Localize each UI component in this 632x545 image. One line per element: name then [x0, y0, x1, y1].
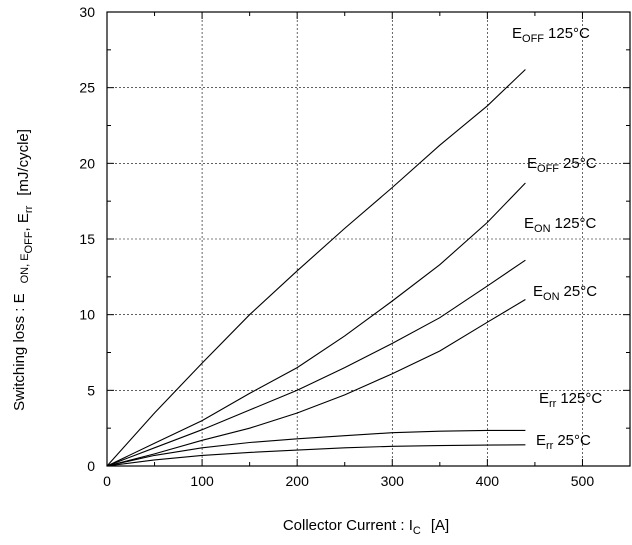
- x-tick-label: 300: [381, 473, 405, 489]
- curve-series-2: [106, 182, 526, 467]
- y-tick-label: 20: [79, 155, 95, 171]
- y-tick-label: 15: [79, 231, 95, 247]
- curve-series-1: [106, 69, 526, 467]
- axis-ticks: [106, 11, 630, 467]
- y-tick-label: 25: [79, 80, 95, 96]
- curves: [106, 69, 526, 467]
- y-tick-label: 10: [79, 307, 95, 323]
- y-tick-label: 0: [87, 458, 95, 474]
- curve-label-series-3: EON 125°C: [524, 215, 597, 235]
- x-tick-label: 400: [476, 473, 500, 489]
- y-tick-label: 5: [87, 382, 95, 398]
- curve-label-series-4: EON 25°C: [533, 283, 597, 303]
- curve-label-series-2: EOFF 25°C: [527, 155, 597, 175]
- x-tick-label: 200: [286, 473, 310, 489]
- x-tick-label: 0: [103, 473, 111, 489]
- curve-label-series-1: EOFF 125°C: [512, 25, 590, 45]
- y-tick-labels: 0 5 10 15 20 25 30: [79, 4, 95, 474]
- curve-series-3: [106, 259, 526, 467]
- curve-label-series-5: Err 125°C: [539, 390, 602, 410]
- y-tick-label: 30: [79, 4, 95, 20]
- curve-series-5: [106, 429, 526, 467]
- curve-label-series-6: Err 25°C: [536, 432, 591, 452]
- y-axis-title: Switching loss : EON, EOFF, Err[mJ/cycle…: [11, 129, 35, 411]
- x-axis-title: Collector Current : IC [A]: [283, 517, 449, 537]
- x-tick-labels: 0 100 200 300 400 500: [103, 473, 594, 489]
- curve-series-4: [106, 299, 526, 467]
- curve-series-6: [106, 444, 526, 467]
- x-tick-label: 100: [190, 473, 214, 489]
- grid-lines: [107, 12, 630, 466]
- curve-labels: EOFF 125°C EOFF 25°C EON 125°C EON 25°C Err 125°C…: [512, 25, 602, 452]
- x-tick-label: 500: [571, 473, 595, 489]
